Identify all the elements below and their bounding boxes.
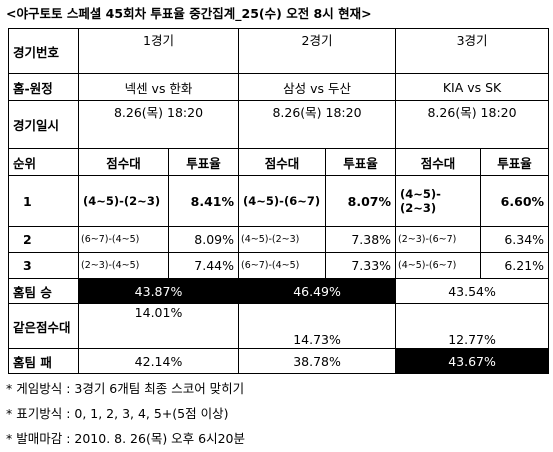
row-label: 홈팀 승 bbox=[8, 278, 79, 304]
score-range: (4~5)-(2~3) bbox=[395, 175, 482, 227]
vote-rate: 6.34% bbox=[480, 226, 550, 253]
row-label: 홈팀 패 bbox=[8, 348, 79, 374]
table-row: 홈팀 승 43.87% 46.49% 43.54% bbox=[8, 278, 550, 304]
vote-rate: 7.44% bbox=[167, 252, 240, 279]
table-row: 순위 점수대 투표율 점수대 투표율 점수대 투표율 bbox=[8, 148, 550, 176]
game-header: 3경기 bbox=[395, 28, 550, 74]
matchup: KIA vs SK bbox=[395, 73, 550, 101]
note: * 표기방식 : 0, 1, 2, 3, 4, 5+(5점 이상) bbox=[6, 406, 229, 421]
table-row: 1 (4~5)-(2~3) 8.41% (4~5)-(6~7) 8.07% (4~5)-(… bbox=[8, 175, 550, 227]
rank: 3 bbox=[8, 252, 79, 279]
vote-rate: 7.33% bbox=[325, 252, 397, 279]
result-rate: 43.67% bbox=[395, 348, 550, 374]
matchup: 넥센 vs 한화 bbox=[77, 73, 240, 101]
result-rate: 46.49% bbox=[238, 278, 397, 304]
score-range: (4~5)-(2~3) bbox=[78, 175, 169, 227]
result-rate: 14.73% bbox=[238, 303, 397, 349]
row-label: 순위 bbox=[8, 148, 79, 176]
column-header: 점수대 bbox=[78, 148, 169, 176]
score-range: (4~5)-(6~7) bbox=[238, 175, 327, 227]
title: <야구토토 스페셜 45회차 투표율 중간집계_25(수) 오전 8시 현재> bbox=[6, 6, 372, 21]
table-row: 홈팀 패 42.14% 38.78% 43.67% bbox=[8, 348, 550, 374]
column-header: 투표율 bbox=[325, 148, 397, 176]
game-header: 1경기 bbox=[77, 28, 240, 74]
result-rate: 14.01% bbox=[77, 303, 240, 349]
result-rate: 43.54% bbox=[395, 278, 550, 304]
note: * 게임방식 : 3경기 6개팀 최종 스코어 맞히기 bbox=[6, 381, 245, 396]
table-row: 홈-원정 넥센 vs 한화 삼성 vs 두산 KIA vs SK bbox=[8, 73, 550, 101]
column-header: 점수대 bbox=[395, 148, 482, 176]
column-header: 점수대 bbox=[238, 148, 327, 176]
vote-rate: 6.60% bbox=[480, 175, 550, 227]
table-row: 3 (2~3)-(4~5) 7.44% (6~7)-(4~5) 7.33% (4~5)-(… bbox=[8, 252, 550, 279]
result-rate: 12.77% bbox=[395, 303, 550, 349]
row-label: 같은점수대 bbox=[8, 303, 79, 349]
row-label: 홈-원정 bbox=[8, 73, 79, 101]
table-row: 경기일시 8.26(목) 18:20 8.26(목) 18:20 8.26(목) 18… bbox=[8, 100, 550, 149]
note: * 발매마감 : 2010. 8. 26(목) 오후 6시20분 bbox=[6, 431, 246, 446]
result-rate: 43.87% bbox=[77, 278, 240, 304]
table-row: 경기번호 1경기 2경기 3경기 bbox=[8, 28, 550, 74]
table-body: 경기번호 1경기 2경기 3경기 홈-원정 넥센 vs 한화 삼성 vs 두산 KIA vs … bbox=[8, 28, 550, 374]
game-header: 2경기 bbox=[238, 28, 397, 74]
row-label: 경기번호 bbox=[8, 28, 79, 74]
result-rate: 42.14% bbox=[77, 348, 240, 374]
score-range: (4~5)-(2~3) bbox=[238, 226, 327, 253]
vote-rate: 8.09% bbox=[167, 226, 240, 253]
score-range: (6~7)-(4~5) bbox=[238, 252, 327, 279]
datetime: 8.26(목) 18:20 bbox=[395, 100, 550, 149]
rank: 2 bbox=[8, 226, 79, 253]
result-rate: 38.78% bbox=[238, 348, 397, 374]
score-range: (4~5)-(6~7) bbox=[395, 252, 482, 279]
vote-rate: 8.07% bbox=[325, 175, 397, 227]
table-row: 2 (6~7)-(4~5) 8.09% (4~5)-(2~3) 7.38% (2~3)-(… bbox=[8, 226, 550, 253]
vote-rate: 8.41% bbox=[167, 175, 240, 227]
vote-table: 경기번호 1경기 2경기 3경기 홈-원정 넥센 vs 한화 삼성 vs 두산 KIA vs … bbox=[8, 28, 550, 374]
score-range: (6~7)-(4~5) bbox=[78, 226, 169, 253]
score-range: (2~3)-(4~5) bbox=[78, 252, 169, 279]
row-label: 경기일시 bbox=[8, 100, 79, 149]
column-header: 투표율 bbox=[480, 148, 550, 176]
vote-rate: 6.21% bbox=[480, 252, 550, 279]
notes: * 게임방식 : 3경기 6개팀 최종 스코어 맞히기 * 표기방식 : 0, 1… bbox=[6, 376, 245, 451]
vote-rate: 7.38% bbox=[325, 226, 397, 253]
table-row: 같은점수대 14.01% 14.73% 12.77% bbox=[8, 303, 550, 349]
rank: 1 bbox=[8, 175, 79, 227]
score-range: (2~3)-(6~7) bbox=[395, 226, 482, 253]
datetime: 8.26(목) 18:20 bbox=[238, 100, 397, 149]
matchup: 삼성 vs 두산 bbox=[238, 73, 397, 101]
column-header: 투표율 bbox=[167, 148, 240, 176]
datetime: 8.26(목) 18:20 bbox=[77, 100, 240, 149]
